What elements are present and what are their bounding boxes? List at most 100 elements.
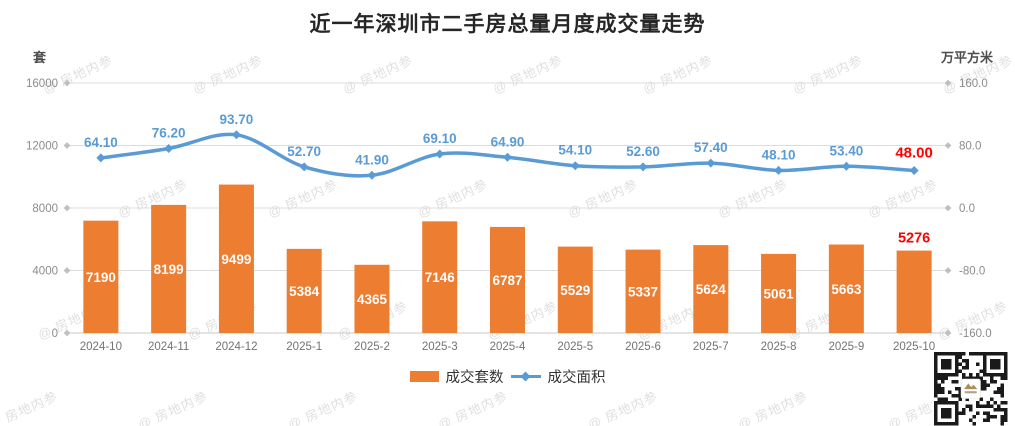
right-tick-icon <box>944 267 952 274</box>
line-value-label: 69.10 <box>423 131 457 146</box>
qr-module <box>955 366 959 370</box>
x-axis-category-label: 2024-12 <box>215 341 257 353</box>
qr-module <box>934 373 938 377</box>
qr-module <box>972 352 976 356</box>
bar <box>490 226 525 333</box>
line-value-label: 64.10 <box>84 135 118 150</box>
bar <box>218 184 254 333</box>
bar <box>422 221 458 333</box>
qr-module <box>948 422 952 426</box>
x-axis-category-label: 2025-6 <box>625 341 661 353</box>
qr-module <box>934 387 938 391</box>
x-axis-category-label: 2024-10 <box>80 341 122 353</box>
x-axis-category-label: 2025-9 <box>828 341 864 353</box>
qr-module <box>951 373 955 377</box>
right-axis-unit-label: 万平方米 <box>940 50 993 65</box>
qr-module <box>993 401 997 405</box>
line-value-label: 64.90 <box>491 134 525 149</box>
qr-module <box>983 355 987 359</box>
qr-module <box>937 373 941 377</box>
qr-module <box>1004 352 1008 356</box>
right-axis-tick-label: 160.0 <box>959 78 988 90</box>
qr-module <box>990 362 994 366</box>
qr-module <box>979 352 983 356</box>
qr-module <box>934 369 938 373</box>
qr-module <box>948 352 952 356</box>
qr-module <box>986 415 990 419</box>
line-point-marker-icon <box>638 162 648 172</box>
line-point-marker-icon <box>570 161 580 171</box>
qr-module <box>941 376 945 380</box>
qr-module <box>990 380 994 384</box>
qr-module <box>948 401 952 405</box>
qr-module <box>962 373 966 377</box>
qr-module <box>937 401 941 405</box>
qr-module <box>948 359 952 363</box>
qr-module <box>979 397 983 401</box>
x-axis-category-label: 2025-4 <box>490 341 526 353</box>
left-tick-icon <box>63 79 71 87</box>
qr-module <box>964 383 978 390</box>
line-point-marker-icon <box>164 143 174 153</box>
qr-module <box>1004 415 1008 419</box>
qr-module <box>983 369 987 373</box>
bar-value-label: 7146 <box>425 270 456 285</box>
qr-module <box>937 387 941 391</box>
qr-module <box>948 390 952 394</box>
x-axis-category-label: 2025-5 <box>557 341 593 353</box>
qr-module <box>934 422 938 426</box>
qr-module <box>969 418 973 422</box>
qr-module <box>944 422 948 426</box>
qr-module <box>941 366 945 370</box>
qr-module <box>979 376 983 380</box>
qr-module <box>934 362 938 366</box>
line-point-marker-icon <box>841 161 851 171</box>
qr-module <box>1004 408 1008 412</box>
qr-module <box>944 359 948 363</box>
qr-module <box>965 359 969 363</box>
qr-module <box>990 359 994 363</box>
qr-module <box>934 359 938 363</box>
qr-module <box>1000 383 1004 387</box>
bar <box>286 248 322 333</box>
line-point-marker-icon <box>706 158 716 168</box>
line-point-marker-icon <box>909 166 919 175</box>
qr-module <box>962 366 966 370</box>
qr-module <box>948 408 952 412</box>
qr-module <box>941 411 945 415</box>
x-axis-category-label: 2025-8 <box>761 341 797 353</box>
qr-module <box>965 404 969 408</box>
x-axis-category-label: 2025-7 <box>693 341 729 353</box>
line-value-label: 48.10 <box>762 147 796 162</box>
bar <box>625 249 661 333</box>
qr-module <box>1000 408 1004 412</box>
qr-module <box>958 369 962 373</box>
qr-module <box>1004 373 1008 377</box>
qr-module <box>962 352 966 356</box>
line-value-label: 57.40 <box>694 140 728 155</box>
qr-module <box>1004 376 1008 380</box>
qr-module <box>934 376 938 380</box>
qr-module <box>934 352 938 356</box>
bar-value-label: 5529 <box>560 283 590 298</box>
qr-module <box>955 415 959 419</box>
qr-module <box>1000 387 1004 391</box>
x-axis-category-label: 2025-2 <box>354 341 390 353</box>
qr-module <box>986 352 990 356</box>
qr-module <box>937 352 941 356</box>
qr-module <box>965 366 969 370</box>
bar-value-label: 4365 <box>357 292 388 307</box>
left-axis-tick-label: 16000 <box>26 78 58 90</box>
qr-module <box>990 352 994 356</box>
x-axis-category-label: 2025-3 <box>422 341 458 353</box>
qr-module <box>983 373 987 377</box>
qr-module <box>941 422 945 426</box>
qr-module <box>934 380 938 384</box>
qr-module <box>976 352 980 356</box>
qr-module <box>983 418 987 422</box>
qr-module <box>955 352 959 356</box>
qr-module <box>972 422 976 426</box>
qr-module <box>990 397 994 401</box>
line-value-label: 93.70 <box>220 112 254 127</box>
